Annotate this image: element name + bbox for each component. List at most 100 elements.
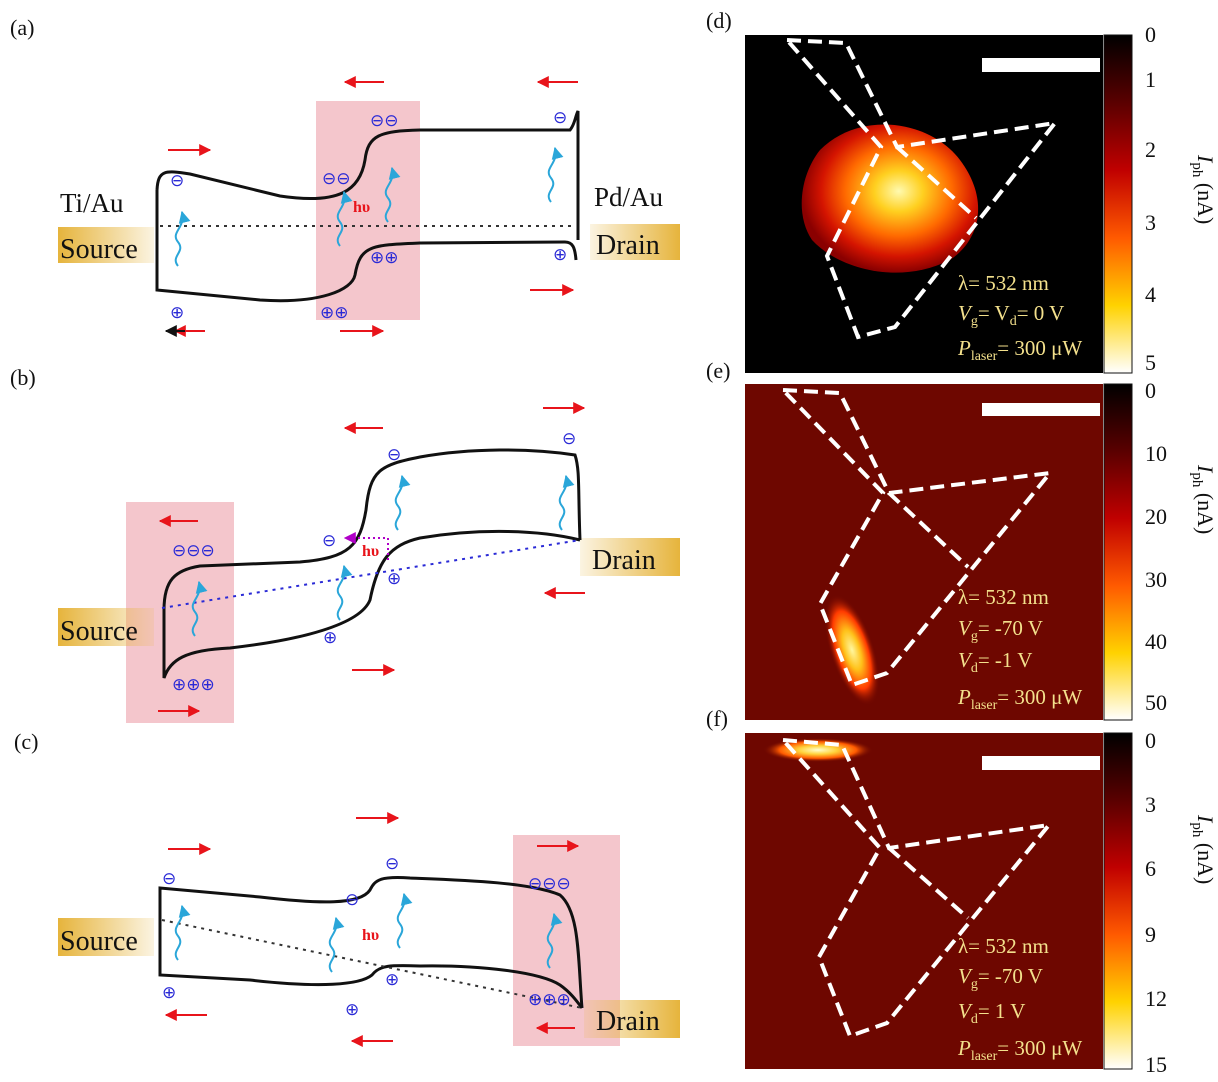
colorbar-label: Iph (nA) xyxy=(1189,464,1218,534)
colorbar-tick: 2 xyxy=(1145,137,1156,162)
electron: ⊖ xyxy=(170,171,184,190)
photocurrent-spot xyxy=(801,124,979,273)
photocurrent-map xyxy=(745,733,1103,1069)
panel-c: (c) Source Drain ⊖ ⊕ ⊖ ⊖ ⊕ ⊕ ⊖⊖⊖ ⊕⊕⊕ hυ xyxy=(14,729,680,1047)
electron: ⊖ xyxy=(345,890,359,909)
flake-outline xyxy=(782,37,1060,340)
colorbar-tick: 1 xyxy=(1145,67,1156,92)
carriers: ⊖ ⊕ ⊖⊖ ⊖⊖ ⊕⊕ ⊕⊕ ⊖ ⊕ xyxy=(170,108,567,322)
panel-f: (f) 0 3 6 9 12 15 Iph (nA) λ= 532 nm Vg=… xyxy=(706,706,1218,1077)
colorbar-tick: 10 xyxy=(1145,441,1167,466)
panel-label-a: (a) xyxy=(10,15,34,40)
drain-contact xyxy=(584,1000,680,1038)
hole: ⊕ xyxy=(323,628,337,647)
electron: ⊖⊖ xyxy=(322,169,351,188)
illumination-zone xyxy=(316,101,420,320)
electron: ⊖ xyxy=(553,108,567,127)
svg-text:Iph (nA): Iph (nA) xyxy=(1189,464,1218,534)
colorbar-tick: 0 xyxy=(1145,22,1156,47)
source-contact xyxy=(58,608,154,646)
colorbar-tick: 50 xyxy=(1145,690,1167,715)
flake-outline xyxy=(778,387,1055,688)
colorbar-tick: 12 xyxy=(1145,986,1167,1011)
drift-arrows xyxy=(158,402,586,717)
colorbar-tick: 9 xyxy=(1145,922,1156,947)
colorbar-tick: 0 xyxy=(1145,378,1156,403)
colorbar-ticks: 0 1 2 3 4 5 xyxy=(1145,22,1156,375)
colorbar xyxy=(1103,34,1133,374)
source-contact xyxy=(58,918,154,956)
wavelength-label: λ= 532 nm xyxy=(958,585,1049,609)
panel-label-d: (d) xyxy=(706,8,732,33)
photon-label: hυ xyxy=(353,199,370,216)
wavy-excitations xyxy=(191,474,575,637)
map-conditions: λ= 532 nm Vg= -70 V Vd= -1 V Plaser= 300… xyxy=(957,585,1082,713)
panel-label-e: (e) xyxy=(706,358,730,383)
hole: ⊕ xyxy=(345,1000,359,1019)
electron: ⊖⊖⊖ xyxy=(528,874,571,893)
carriers: ⊖⊖⊖ ⊕⊕⊕ ⊖ ⊕ ⊖ ⊕ ⊖ xyxy=(172,429,576,694)
panel-d: (d) 0 1 2 3 4 5 Iph (nA) λ= 532 nm Vg= V… xyxy=(706,8,1218,375)
photon-label: hυ xyxy=(362,543,379,560)
drain-contact xyxy=(580,538,680,576)
source-label: Source xyxy=(60,616,138,647)
hole: ⊕ xyxy=(170,303,184,322)
colorbar-tick: 5 xyxy=(1145,350,1156,375)
drain-label: Drain xyxy=(596,1006,660,1037)
wavy-excitations xyxy=(174,146,564,267)
colorbar-tick: 3 xyxy=(1145,792,1156,817)
colorbar-tick: 0 xyxy=(1145,728,1156,753)
colorbar-label: Iph (nA) xyxy=(1189,814,1218,884)
conduction-band xyxy=(162,448,582,611)
electron: ⊖ xyxy=(322,531,336,550)
colorbar-tick: 20 xyxy=(1145,504,1167,529)
electron: ⊖ xyxy=(562,429,576,448)
scale-bar xyxy=(982,58,1100,72)
colorbar-label-main: I xyxy=(1193,154,1218,164)
photon-label: hυ xyxy=(362,927,379,944)
ti-au-label: Ti/Au xyxy=(60,188,124,218)
drift-arrows xyxy=(164,812,580,1047)
valence-band xyxy=(158,890,584,1009)
conduction-band xyxy=(158,876,584,1009)
colorbar-label-sub: ph xyxy=(1189,162,1205,178)
scale-bar xyxy=(982,756,1100,770)
voltage-label: Vg= Vd= 0 V xyxy=(958,301,1064,329)
photocurrent-spot xyxy=(824,594,880,706)
wavy-excitations xyxy=(174,892,563,973)
map-conditions: λ= 532 nm Vg= -70 V Vd= 1 V Plaser= 300 … xyxy=(957,934,1082,1064)
colorbar-ticks: 0 10 20 30 40 50 xyxy=(1145,378,1167,715)
colorbar-tick: 6 xyxy=(1145,856,1156,881)
laser-power-label: Plaser= 300 μW xyxy=(957,1036,1082,1064)
valence-band xyxy=(162,529,581,679)
electron: ⊖⊖ xyxy=(370,111,399,130)
svg-text:Iph (nA): Iph (nA) xyxy=(1189,154,1218,224)
photocurrent-spot xyxy=(763,738,873,762)
gate-voltage-label: Vg= -70 V xyxy=(958,616,1043,644)
drain-contact xyxy=(590,224,680,260)
colorbar-tick: 3 xyxy=(1145,210,1156,235)
colorbar-tick: 40 xyxy=(1145,629,1167,654)
hole: ⊕⊕ xyxy=(320,303,349,322)
electron: ⊖⊖⊖ xyxy=(172,541,215,560)
hole: ⊕⊕⊕ xyxy=(172,675,215,694)
scale-bar xyxy=(982,403,1100,416)
hole: ⊕ xyxy=(553,245,567,264)
colorbar-ticks: 0 3 6 9 12 15 xyxy=(1145,728,1167,1077)
valence-band xyxy=(155,190,578,303)
panel-label-c: (c) xyxy=(14,729,38,754)
colorbar-label: Iph (nA) xyxy=(1189,154,1218,224)
laser-power-label: Plaser= 300 μW xyxy=(957,685,1082,713)
fermi-level xyxy=(161,539,581,609)
source-label: Source xyxy=(60,234,138,265)
electron: ⊖ xyxy=(162,869,176,888)
panel-label-f: (f) xyxy=(706,706,728,731)
panel-a: (a) Ti/Au Pd/Au Source Drain ⊖ ⊕ ⊖⊖ ⊖⊖ ⊕… xyxy=(10,15,680,337)
electron: ⊖ xyxy=(387,445,401,464)
source-contact xyxy=(58,227,154,263)
hole: ⊕⊕⊕ xyxy=(528,990,571,1009)
electron: ⊖ xyxy=(385,854,399,873)
hole: ⊕ xyxy=(385,970,399,989)
hole: ⊕ xyxy=(387,569,401,588)
